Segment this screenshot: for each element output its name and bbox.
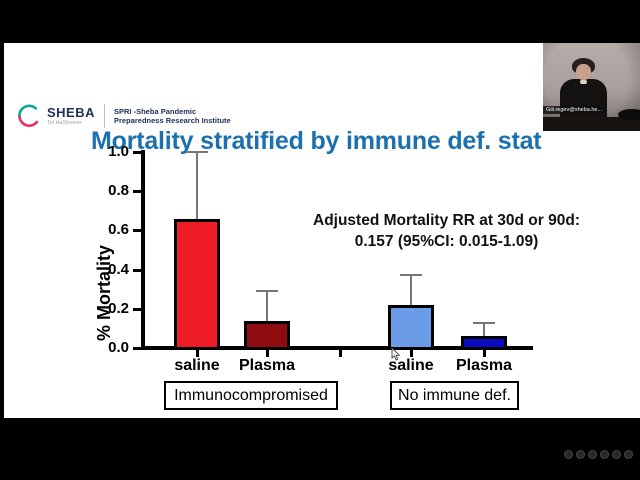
chart-annotation: Adjusted Mortality RR at 30d or 90d: 0.1… (274, 210, 619, 252)
webcam-person-collar (580, 80, 587, 84)
y-axis (141, 150, 145, 350)
watermark-icon (612, 450, 621, 459)
watermark-toolbar (564, 450, 633, 459)
bar (461, 336, 507, 350)
participant-name-label: Gili.regev@sheba.he... (543, 106, 606, 114)
x-tick (483, 350, 486, 357)
annotation-line1: Adjusted Mortality RR at 30d or 90d: (313, 212, 580, 229)
y-tick (133, 347, 141, 350)
y-tick (133, 268, 141, 272)
error-bar-cap (400, 274, 422, 277)
watermark-icon (588, 450, 597, 459)
y-tick-label: 0.2 (108, 299, 129, 317)
webcam-video[interactable]: Gili.regev@sheba.he... (543, 43, 640, 131)
y-tick (133, 307, 141, 311)
watermark-icon (576, 450, 585, 459)
x-tick (266, 350, 269, 357)
mouse-cursor (391, 348, 401, 361)
bar (244, 320, 290, 350)
x-tick (410, 350, 413, 357)
y-tick (133, 229, 141, 233)
group-box: Immunocompromised (164, 381, 338, 410)
error-bar-cap (186, 151, 208, 153)
webcam-desk (543, 117, 640, 131)
bar (388, 304, 434, 350)
bar-label: Plasma (455, 357, 513, 374)
y-tick (133, 151, 141, 154)
x-tick (339, 350, 342, 357)
error-bar-cap (473, 321, 495, 324)
sheba-logo-text: SHEBA Tel HaShomer (47, 106, 95, 126)
bar-label: saline (174, 357, 220, 374)
webcam-person-body (560, 79, 607, 124)
x-axis (141, 346, 533, 350)
institute-name: SPRI -Sheba Pandemic Preparedness Resear… (114, 107, 231, 126)
watermark-icon (624, 450, 633, 459)
sheba-logo-icon (18, 104, 39, 127)
watermark-icon (600, 450, 609, 459)
slide-title: Mortality stratified by immune def. stat (91, 127, 542, 155)
y-tick-label: 0.0 (108, 339, 129, 356)
bar (174, 218, 220, 350)
bar-label: saline (388, 357, 434, 374)
webcam-person-face (576, 64, 591, 80)
y-tick (133, 190, 141, 194)
logo-divider (104, 104, 106, 128)
bar-label: Plasma (238, 357, 296, 374)
webcam-chair (618, 109, 640, 120)
y-tick-label: 1.0 (108, 143, 129, 160)
logo-name: SHEBA (47, 105, 96, 120)
error-bar (483, 322, 485, 337)
annotation-line2: 0.157 (95%CI: 0.015-1.09) (354, 233, 539, 250)
y-tick-label: 0.6 (108, 221, 129, 239)
institute-line1: SPRI -Sheba Pandemic (114, 106, 197, 116)
error-bar (266, 291, 268, 321)
y-tick-label: 0.8 (108, 182, 129, 200)
error-bar (196, 152, 198, 219)
error-bar-cap (256, 290, 278, 293)
institute-line2: Preparedness Research Institute (114, 116, 231, 125)
sheba-logo: SHEBA Tel HaShomer SPRI -Sheba Pandemic … (16, 103, 231, 129)
y-tick-label: 0.4 (108, 260, 129, 278)
error-bar (410, 275, 412, 305)
slide-area: SHEBA Tel HaShomer SPRI -Sheba Pandemic … (4, 43, 640, 459)
logo-tagline: Tel HaShomer (47, 120, 82, 126)
group-box: No immune def. (390, 381, 519, 410)
x-tick (196, 350, 199, 357)
watermark-icon (564, 450, 573, 459)
